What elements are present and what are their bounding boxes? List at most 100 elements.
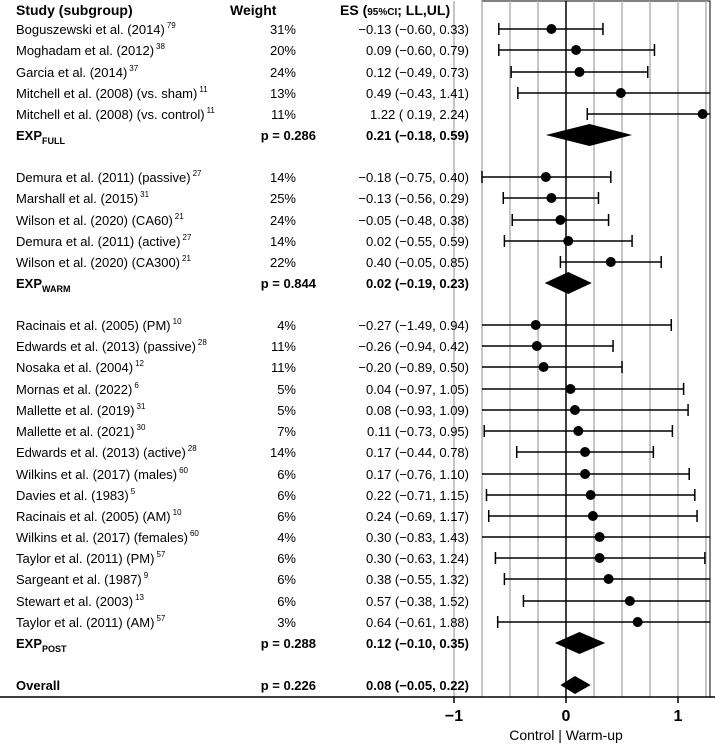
effect-size-point — [585, 490, 596, 500]
effect-size-text: −0.13 (−0.60, 0.33) — [358, 22, 469, 37]
study-label: Nosaka et al. (2004) 12 — [16, 359, 145, 375]
study-row: Mitchell et al. (2008) (vs. sham) 11 13% 0.… — [16, 85, 469, 101]
study-row: Wilkins et al. (2017) (males) 60 6% 0.17 (−… — [16, 466, 469, 482]
study-name: Mitchell et al. (2008) (vs. sham) — [16, 86, 197, 101]
summary-name: EXP — [16, 128, 42, 143]
tick-label: −1 — [445, 708, 463, 725]
study-label: Wilkins et al. (2017) (females) 60 — [16, 529, 199, 545]
study-name: Taylor et al. (2011) (PM) — [16, 551, 154, 566]
p-value: p = 0.226 — [261, 678, 316, 693]
summary-diamond — [544, 272, 592, 294]
x-axis-label: Control | Warm-up — [509, 727, 623, 743]
study-row: Moghadam et al. (2012) 38 20% 0.09 (−0.60, … — [16, 42, 469, 58]
reference-number: 28 — [198, 338, 207, 347]
study-label: Mitchell et al. (2008) (vs. control) 11 — [16, 106, 215, 122]
effect-size-text: 0.11 (−0.73, 0.95) — [367, 424, 469, 439]
effect-size-text: 0.30 (−0.63, 1.24) — [366, 551, 469, 566]
weight-value: 6% — [277, 467, 296, 482]
effect-size-text: 0.22 (−0.71, 1.15) — [366, 488, 469, 503]
study-row: Sargeant et al. (1987) 9 6% 0.38 (−0.55, 1.… — [16, 571, 469, 587]
weight-value: 11% — [271, 107, 296, 122]
overall-diamond — [560, 676, 591, 694]
weight-value: 20% — [270, 43, 296, 58]
study-row: Taylor et al. (2011) (PM) 57 6% 0.30 (−0.63… — [16, 550, 469, 566]
effect-size-text: 1.22 ( 0.19, 2.24) — [370, 107, 469, 122]
study-label: Mallette et al. (2021) 30 — [16, 423, 146, 439]
es-header-ci: 95%CI — [367, 7, 397, 18]
reference-number: 27 — [193, 169, 202, 178]
study-label: Mornas et al. (2022) 6 — [16, 381, 139, 397]
study-row: Davies et al. (1983) 5 6% 0.22 (−0.71, 1.15… — [16, 487, 469, 503]
summary-diamond — [545, 124, 633, 146]
reference-number: 10 — [173, 508, 182, 517]
weight-value: 14% — [270, 445, 296, 460]
weight-value: 7% — [277, 424, 296, 439]
effect-size-point — [624, 596, 635, 606]
weight-value: 14% — [270, 170, 296, 185]
effect-size-point — [546, 24, 557, 34]
weight-value: 4% — [277, 530, 296, 545]
reference-number: 9 — [144, 571, 149, 580]
study-row: Wilkins et al. (2017) (females) 60 4% 0.30 … — [16, 529, 469, 545]
weight-value: 6% — [277, 488, 296, 503]
tick-label: 1 — [674, 708, 683, 725]
effect-size-point — [594, 553, 605, 563]
study-row: Boguszewski et al. (2014) 79 31% −0.13 (−0.… — [16, 21, 469, 37]
study-row: Mitchell et al. (2008) (vs. control) 11 11… — [16, 106, 469, 122]
study-label: Taylor et al. (2011) (AM) 57 — [16, 614, 166, 630]
effect-size-text: −0.13 (−0.56, 0.29) — [358, 191, 469, 206]
effect-size-point — [571, 45, 582, 55]
study-row: Edwards et al. (2013) (active) 28 14% 0.17 … — [16, 444, 469, 460]
weight-value: 4% — [277, 318, 296, 333]
effect-size-point — [540, 172, 551, 182]
summary-subscript: WARM — [42, 284, 71, 294]
p-value: p = 0.288 — [261, 636, 316, 651]
study-name: Garcia et al. (2014) — [16, 65, 127, 80]
study-name: Edwards et al. (2013) (passive) — [16, 339, 196, 354]
effect-size-text: −0.18 (−0.75, 0.40) — [358, 170, 469, 185]
grid-layer — [453, 0, 711, 698]
effect-size-point — [632, 617, 643, 627]
reference-number: 38 — [156, 42, 165, 51]
weight-value: 11% — [271, 339, 296, 354]
reference-number: 79 — [167, 21, 176, 30]
study-name: Demura et al. (2011) (passive) — [16, 170, 191, 185]
effect-size-text: −0.26 (−0.94, 0.42) — [358, 339, 469, 354]
study-label: Racinais et al. (2005) (AM) 10 — [16, 508, 182, 524]
study-row: Mornas et al. (2022) 6 5% 0.04 (−0.97, 1.05… — [16, 381, 469, 397]
study-row: Demura et al. (2011) (active) 27 14% 0.02 (… — [16, 233, 469, 249]
study-label: Demura et al. (2011) (active) 27 — [16, 233, 192, 249]
plot-frame — [481, 0, 711, 698]
study-row: Nosaka et al. (2004) 12 11% −0.20 (−0.89, 0… — [16, 359, 469, 375]
p-value: p = 0.286 — [261, 128, 316, 143]
study-row: Taylor et al. (2011) (AM) 57 3% 0.64 (−0.61… — [16, 614, 469, 630]
reference-number: 37 — [129, 64, 138, 73]
study-column-header: Study (subgroup) — [16, 2, 133, 18]
effect-size-point — [546, 193, 557, 203]
effect-size-point — [569, 405, 580, 415]
study-name: Taylor et al. (2011) (AM) — [16, 615, 154, 630]
subgroup-label: EXPWARM — [16, 276, 71, 294]
effect-size-text: 0.12 (−0.49, 0.73) — [366, 65, 469, 80]
effect-size-text: 0.30 (−0.83, 1.43) — [366, 530, 469, 545]
effect-size-point — [574, 67, 585, 77]
effect-size-point — [573, 426, 584, 436]
study-row: Mallette et al. (2021) 30 7% 0.11 (−0.73, 0… — [16, 423, 469, 439]
summary-name: EXP — [16, 636, 42, 651]
study-name: Mallette et al. (2021) — [16, 424, 135, 439]
reference-number: 30 — [137, 423, 146, 432]
study-label: Wilson et al. (2020) (CA300) 21 — [16, 254, 191, 270]
reference-number: 31 — [137, 402, 146, 411]
study-label: Demura et al. (2011) (passive) 27 — [16, 169, 202, 185]
weight-value: 6% — [277, 551, 296, 566]
weight-value: 25% — [270, 191, 296, 206]
reference-number: 21 — [175, 212, 184, 221]
study-label: Mallette et al. (2019) 31 — [16, 402, 146, 418]
study-name: Nosaka et al. (2004) — [16, 360, 133, 375]
effect-size-text: 0.04 (−0.97, 1.05) — [366, 382, 469, 397]
study-label: Boguszewski et al. (2014) 79 — [16, 21, 176, 37]
weight-value: 5% — [277, 403, 296, 418]
weight-column-header: Weight — [230, 2, 277, 18]
study-name: Racinais et al. (2005) (PM) — [16, 318, 171, 333]
